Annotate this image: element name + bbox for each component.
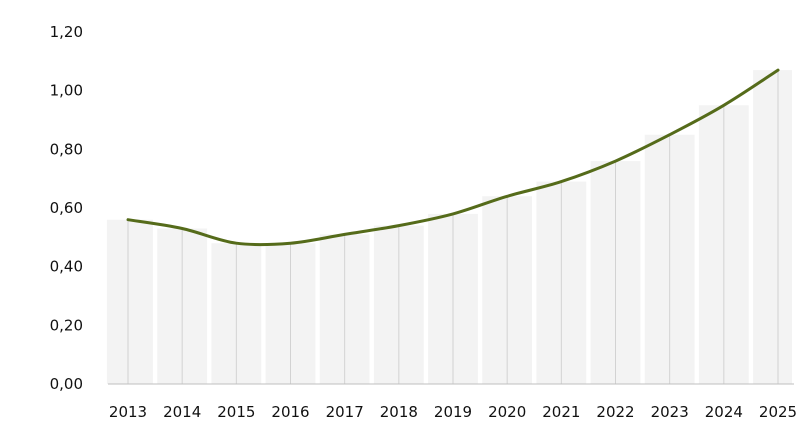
- x-tick-label: 2024: [705, 403, 743, 421]
- x-tick-label: 2023: [651, 403, 689, 421]
- y-axis-tick-labels: 0,00 0,20 0,40 0,60 0,80 1,00 1,20: [50, 23, 83, 393]
- x-axis-tick-labels: 2013 2014 2015 2016 2017 2018 2019 2020 2021 2022…: [109, 403, 797, 421]
- y-tick-label: 0,20: [50, 316, 83, 334]
- x-tick-label: 2014: [163, 403, 201, 421]
- drop-lines-layer: [127, 70, 779, 384]
- x-tick-label: 2022: [596, 403, 634, 421]
- x-tick-label: 2018: [380, 403, 418, 421]
- bar-2013: [106, 219, 153, 384]
- x-tick-label: 2017: [326, 403, 364, 421]
- y-tick-label: 1,20: [50, 23, 83, 41]
- series-line: [126, 68, 780, 247]
- x-tick-label: 2013: [109, 403, 147, 421]
- x-tick-label: 2019: [434, 403, 472, 421]
- y-tick-label: 0,60: [50, 199, 83, 217]
- x-tick-label: 2015: [217, 403, 255, 421]
- x-tick-label: 2025: [759, 403, 797, 421]
- x-tick-label: 2016: [271, 403, 309, 421]
- x-tick-label: 2021: [542, 403, 580, 421]
- y-tick-label: 0,00: [50, 375, 83, 393]
- bar-2025: [753, 70, 792, 384]
- y-tick-label: 1,00: [50, 82, 83, 100]
- x-tick-label: 2020: [488, 403, 526, 421]
- y-tick-label: 0,80: [50, 140, 83, 158]
- bars-layer: [106, 70, 792, 385]
- y-tick-label: 0,40: [50, 258, 83, 276]
